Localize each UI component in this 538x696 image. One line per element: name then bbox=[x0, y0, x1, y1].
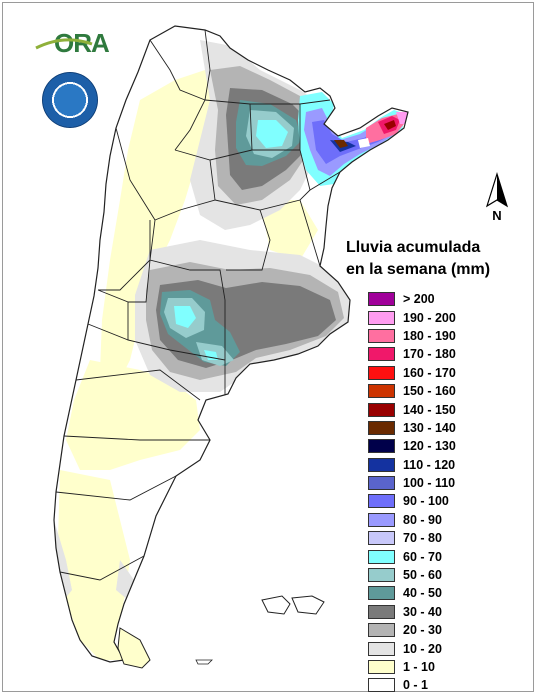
province-boundaries bbox=[55, 29, 341, 581]
ora-logo: ORA bbox=[54, 28, 110, 59]
tierra-del-fuego bbox=[117, 627, 151, 669]
legend-swatch bbox=[368, 549, 395, 564]
legend-item: 120 - 130 bbox=[368, 437, 456, 455]
legend-swatch bbox=[368, 604, 395, 619]
zone-1-10-south bbox=[58, 470, 130, 660]
zone-heavy-ne-blue bbox=[312, 120, 396, 164]
legend-label: 30 - 40 bbox=[403, 604, 442, 619]
legend-item: 80 - 90 bbox=[368, 511, 456, 529]
legend-item: 1 - 10 bbox=[368, 658, 456, 676]
legend-swatch bbox=[368, 328, 395, 343]
smn-seal bbox=[42, 72, 98, 128]
legend-item: 100 - 110 bbox=[368, 474, 456, 492]
legend-item: 160 - 170 bbox=[368, 364, 456, 382]
legend-item: 110 - 120 bbox=[368, 456, 456, 474]
legend-swatch bbox=[368, 660, 395, 674]
legend-item: 70 - 80 bbox=[368, 529, 456, 547]
legend-label: 0 - 1 bbox=[403, 678, 429, 693]
legend-label: 100 - 110 bbox=[403, 476, 456, 491]
legend-swatch bbox=[368, 494, 395, 509]
legend-swatch bbox=[368, 476, 395, 491]
legend-item: 180 - 190 bbox=[368, 327, 456, 345]
legend-label: 80 - 90 bbox=[403, 512, 442, 527]
zone-60-70-central bbox=[174, 306, 196, 328]
legend-item: 60 - 70 bbox=[368, 547, 456, 565]
legend-swatch bbox=[368, 384, 395, 399]
legend-title: Lluvia acumulada en la semana (mm) bbox=[346, 237, 490, 281]
north-label: N bbox=[492, 208, 501, 222]
legend-item: 30 - 40 bbox=[368, 603, 456, 621]
zone-10-20-south bbox=[54, 520, 72, 600]
legend-label: 110 - 120 bbox=[403, 457, 456, 472]
legend-item: 90 - 100 bbox=[368, 492, 456, 510]
legend-label: 170 - 180 bbox=[403, 347, 456, 362]
legend-item: 10 - 20 bbox=[368, 639, 456, 657]
legend-label: 10 - 20 bbox=[403, 641, 442, 656]
rainfall-fill-layers bbox=[54, 40, 408, 660]
legend-item: 140 - 150 bbox=[368, 400, 456, 418]
legend-label: 190 - 200 bbox=[403, 310, 456, 325]
legend-item: 130 - 140 bbox=[368, 419, 456, 437]
legend-label: 140 - 150 bbox=[403, 402, 456, 417]
legend-label: 40 - 50 bbox=[403, 586, 442, 601]
zone-heavy-ne-lightpink bbox=[396, 112, 408, 124]
legend-item: 150 - 160 bbox=[368, 382, 456, 400]
isla-de-los-estados bbox=[195, 659, 213, 665]
legend: > 200 190 - 200 180 - 190 170 - 180 160 - 17… bbox=[368, 290, 456, 695]
legend-swatch bbox=[368, 641, 395, 656]
legend-swatch bbox=[368, 512, 395, 527]
north-arrow-icon: N bbox=[485, 172, 509, 222]
legend-swatch bbox=[368, 586, 395, 601]
legend-label: 70 - 80 bbox=[403, 531, 442, 546]
legend-swatch bbox=[368, 420, 395, 435]
legend-label: 160 - 170 bbox=[403, 365, 456, 380]
zone-60-70-north bbox=[256, 120, 288, 148]
zone-1-10-central bbox=[66, 360, 200, 470]
zone-1-10-east bbox=[260, 200, 318, 260]
legend-title-line2: en la semana (mm) bbox=[346, 261, 491, 278]
legend-label: 20 - 30 bbox=[403, 623, 442, 638]
legend-label: 60 - 70 bbox=[403, 549, 442, 564]
legend-swatch bbox=[368, 678, 395, 693]
legend-swatch bbox=[368, 439, 395, 454]
zone-60-70-central-b bbox=[204, 350, 218, 360]
legend-swatch bbox=[368, 623, 395, 638]
zone-heavy-ne-white bbox=[358, 138, 370, 148]
legend-label: 1 - 10 bbox=[403, 660, 435, 674]
legend-swatch bbox=[368, 402, 395, 417]
zone-heavy-ne-brown bbox=[334, 140, 348, 148]
legend-label: > 200 bbox=[403, 292, 435, 307]
legend-item: 40 - 50 bbox=[368, 584, 456, 602]
zone-heavy-ne-red bbox=[384, 120, 396, 130]
legend-swatch bbox=[368, 347, 395, 362]
legend-label: 120 - 130 bbox=[403, 439, 456, 454]
legend-item: 190 - 200 bbox=[368, 308, 456, 326]
legend-item: 20 - 30 bbox=[368, 621, 456, 639]
national-border bbox=[53, 25, 409, 663]
legend-label: 50 - 60 bbox=[403, 568, 442, 583]
legend-label: 150 - 160 bbox=[403, 384, 456, 399]
islas-malvinas bbox=[261, 595, 325, 615]
legend-swatch bbox=[368, 310, 395, 325]
legend-title-line1: Lluvia acumulada bbox=[346, 239, 481, 256]
legend-item: 170 - 180 bbox=[368, 345, 456, 363]
legend-label: 180 - 190 bbox=[403, 328, 456, 343]
legend-swatch bbox=[368, 365, 395, 380]
legend-item: > 200 bbox=[368, 290, 456, 308]
legend-swatch bbox=[368, 292, 395, 307]
ora-logo-swoosh bbox=[35, 38, 93, 50]
legend-swatch bbox=[368, 457, 395, 472]
legend-swatch bbox=[368, 531, 395, 546]
legend-swatch bbox=[368, 568, 395, 583]
legend-item: 50 - 60 bbox=[368, 566, 456, 584]
ora-logo-text: ORA bbox=[54, 28, 110, 58]
legend-label: 90 - 100 bbox=[403, 494, 449, 509]
legend-label: 130 - 140 bbox=[403, 420, 456, 435]
legend-item: 0 - 1 bbox=[368, 676, 456, 694]
zone-1-10-north bbox=[100, 70, 220, 380]
